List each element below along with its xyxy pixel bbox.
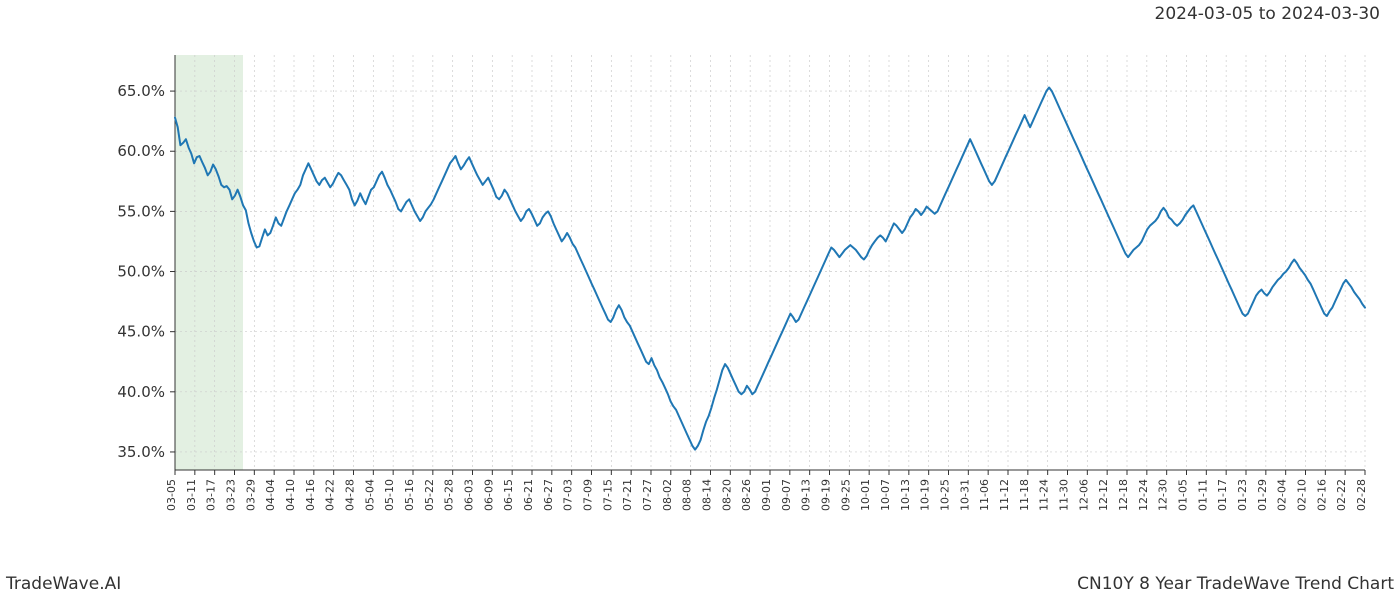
- x-tick-label: 02-10: [1296, 479, 1309, 511]
- x-tick-label: 06-21: [522, 479, 535, 511]
- x-tick-label: 06-15: [502, 479, 515, 511]
- y-tick-label: 50.0%: [117, 263, 165, 281]
- x-tick-label: 08-08: [681, 479, 694, 511]
- x-tick-label: 10-13: [899, 479, 912, 511]
- x-tick-label: 03-23: [225, 479, 238, 511]
- y-tick-label: 45.0%: [117, 323, 165, 341]
- x-tick-label: 06-03: [463, 479, 476, 511]
- x-tick-label: 04-16: [304, 479, 317, 511]
- x-tick-label: 09-25: [839, 479, 852, 511]
- x-tick-label: 07-15: [601, 479, 614, 511]
- x-tick-label: 08-26: [740, 479, 753, 511]
- y-tick-label: 55.0%: [117, 202, 165, 220]
- x-tick-label: 01-29: [1256, 479, 1269, 511]
- x-tick-label: 09-13: [800, 479, 813, 511]
- x-tick-label: 08-20: [720, 479, 733, 511]
- x-tick-label: 04-28: [344, 479, 357, 511]
- x-tick-label: 07-03: [562, 479, 575, 511]
- x-tick-label: 01-05: [1177, 479, 1190, 511]
- y-tick-label: 65.0%: [117, 82, 165, 100]
- x-tick-label: 08-14: [701, 479, 714, 511]
- brand-label: TradeWave.AI: [6, 574, 121, 594]
- x-tick-label: 01-17: [1216, 479, 1229, 511]
- x-tick-label: 06-09: [482, 479, 495, 511]
- x-tick-label: 07-21: [621, 479, 634, 511]
- x-tick-label: 11-30: [1058, 479, 1071, 511]
- x-tick-label: 11-06: [978, 479, 991, 511]
- y-tick-label: 35.0%: [117, 443, 165, 461]
- x-tick-label: 10-25: [939, 479, 952, 511]
- x-tick-label: 04-04: [264, 479, 277, 511]
- x-tick-label: 03-17: [205, 479, 218, 511]
- y-tick-label: 60.0%: [117, 142, 165, 160]
- x-tick-label: 03-29: [244, 479, 257, 511]
- chart-title-label: CN10Y 8 Year TradeWave Trend Chart: [1077, 574, 1394, 594]
- x-tick-label: 07-27: [641, 479, 654, 511]
- x-tick-label: 01-23: [1236, 479, 1249, 511]
- x-tick-label: 07-09: [582, 479, 595, 511]
- x-tick-label: 02-04: [1276, 479, 1289, 511]
- x-tick-label: 08-02: [661, 479, 674, 511]
- x-tick-label: 02-22: [1335, 479, 1348, 511]
- x-tick-label: 12-12: [1097, 479, 1110, 511]
- x-tick-label: 02-28: [1355, 479, 1368, 511]
- x-tick-label: 05-04: [363, 479, 376, 511]
- x-tick-label: 11-12: [998, 479, 1011, 511]
- x-tick-label: 03-05: [165, 479, 178, 511]
- x-tick-label: 09-19: [820, 479, 833, 511]
- x-tick-label: 09-01: [760, 479, 773, 511]
- x-tick-label: 05-22: [423, 479, 436, 511]
- x-tick-label: 05-16: [403, 479, 416, 511]
- x-tick-label: 05-28: [443, 479, 456, 511]
- y-tick-label: 40.0%: [117, 383, 165, 401]
- x-tick-label: 12-18: [1117, 479, 1130, 511]
- x-tick-label: 03-11: [185, 479, 198, 511]
- x-tick-label: 10-19: [919, 479, 932, 511]
- x-tick-label: 02-16: [1315, 479, 1328, 511]
- trend-chart: 35.0% 40.0% 45.0% 50.0% 55.0% 60.0% 65.0% 03-05…: [0, 0, 1400, 600]
- x-tick-label: 06-27: [542, 479, 555, 511]
- x-tick-label: 10-31: [958, 479, 971, 511]
- x-tick-label: 11-18: [1018, 479, 1031, 511]
- x-tick-label: 04-10: [284, 479, 297, 511]
- x-tick-label: 05-10: [383, 479, 396, 511]
- x-tick-label: 10-01: [859, 479, 872, 511]
- x-tick-label: 10-07: [879, 479, 892, 511]
- x-tick-label: 04-22: [324, 479, 337, 511]
- x-tick-label: 09-07: [780, 479, 793, 511]
- x-tick-label: 12-24: [1137, 479, 1150, 511]
- x-tick-label: 12-06: [1077, 479, 1090, 511]
- x-tick-label: 11-24: [1038, 479, 1051, 511]
- x-tick-label: 12-30: [1157, 479, 1170, 511]
- x-tick-label: 01-11: [1196, 479, 1209, 511]
- highlight-band: [175, 55, 243, 470]
